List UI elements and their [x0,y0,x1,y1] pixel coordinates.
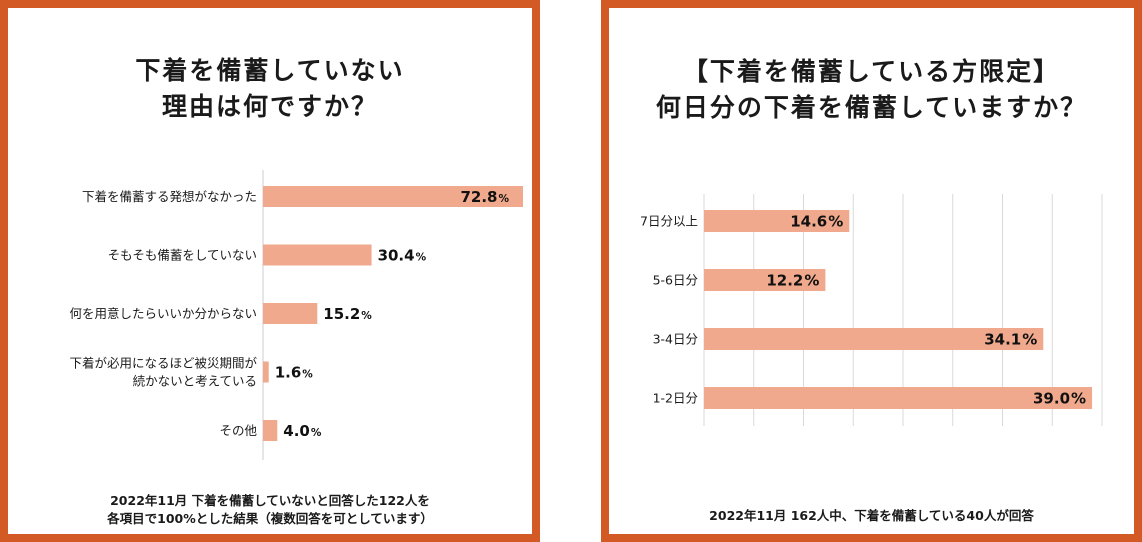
left-value-label-1: 30.4% [378,247,427,265]
left-value-label-0: 72.8% [460,188,509,206]
right-title-line-2: 何日分の下着を備蓄していますか？ [655,93,1088,122]
left-category-label-3: 続かないと考えている [133,374,257,389]
left-bar-chart: 下着を備蓄する発想がなかった 72.8% そもそも備蓄をしていない 30.4% 何を用意… [69,170,523,460]
left-chart-footnote: 2022年11月 下着を備蓄していないと回答した122人を 各項目で100%とし… [8,492,532,528]
left-bar-4 [263,420,278,441]
left-value-label-4: 4.0% [283,422,322,440]
left-value-label-3: 1.6% [275,364,314,382]
left-chart-panel: 下着を備蓄していない 理由は何ですか？ 下着を備蓄する発想がなかった 72.8% そ… [0,0,540,542]
right-value-label-0: 14.6% [790,213,843,231]
left-bar-1 [263,244,372,266]
left-bar-0 [263,186,523,207]
left-value-label-2: 15.2% [323,305,372,323]
left-category-label-3: 下着が必用になるほど被災期間が [69,356,257,371]
right-category-label-3: 1-2日分 [653,391,698,406]
right-category-label-0: 7日分以上 [640,214,698,229]
left-chart-title: 下着を備蓄していない 理由は何ですか？ [8,53,532,125]
right-bar-2 [704,328,1044,350]
left-footnote-line-1: 2022年11月 下着を備蓄していないと回答した122人を [110,493,430,508]
right-bar-chart: 7日分以上 14.6% 5-6日分 12.2% 3-4日分 34.1% 1-2日分 39.0% [640,194,1103,426]
right-value-label-1: 12.2% [766,272,819,290]
right-footnote-line-1: 2022年11月 162人中、下着を備蓄している40人が回答 [709,508,1034,523]
right-category-label-2: 3-4日分 [653,332,698,347]
left-category-label-4: その他 [219,423,257,438]
right-title-line-1: 【下着を備蓄している方限定】 [682,57,1061,86]
right-chart-panel: 【下着を備蓄している方限定】 何日分の下着を備蓄していますか？ 7日分以上 14.… [601,0,1142,542]
left-bar-3 [263,361,269,383]
left-title-line-1: 下着を備蓄していない [135,56,405,85]
right-bar-3 [704,387,1093,409]
left-category-label-2: 何を用意したらいいか分からない [69,306,257,321]
right-bar-1 [704,269,826,291]
left-bar-2 [263,303,318,324]
left-footnote-line-2: 各項目で100%とした結果（複数回答を可としています） [107,511,433,526]
left-category-label-0: 下着を備蓄する発想がなかった [82,189,257,204]
right-value-label-2: 34.1% [984,331,1037,349]
left-title-line-2: 理由は何ですか？ [161,92,378,121]
right-category-label-1: 5-6日分 [653,273,698,288]
right-chart-title: 【下着を備蓄している方限定】 何日分の下着を備蓄していますか？ [609,54,1134,126]
right-bar-0 [704,210,850,232]
right-chart-footnote: 2022年11月 162人中、下着を備蓄している40人が回答 [609,507,1134,525]
left-category-label-1: そもそも備蓄をしていない [108,248,257,263]
right-value-label-3: 39.0% [1033,390,1086,408]
